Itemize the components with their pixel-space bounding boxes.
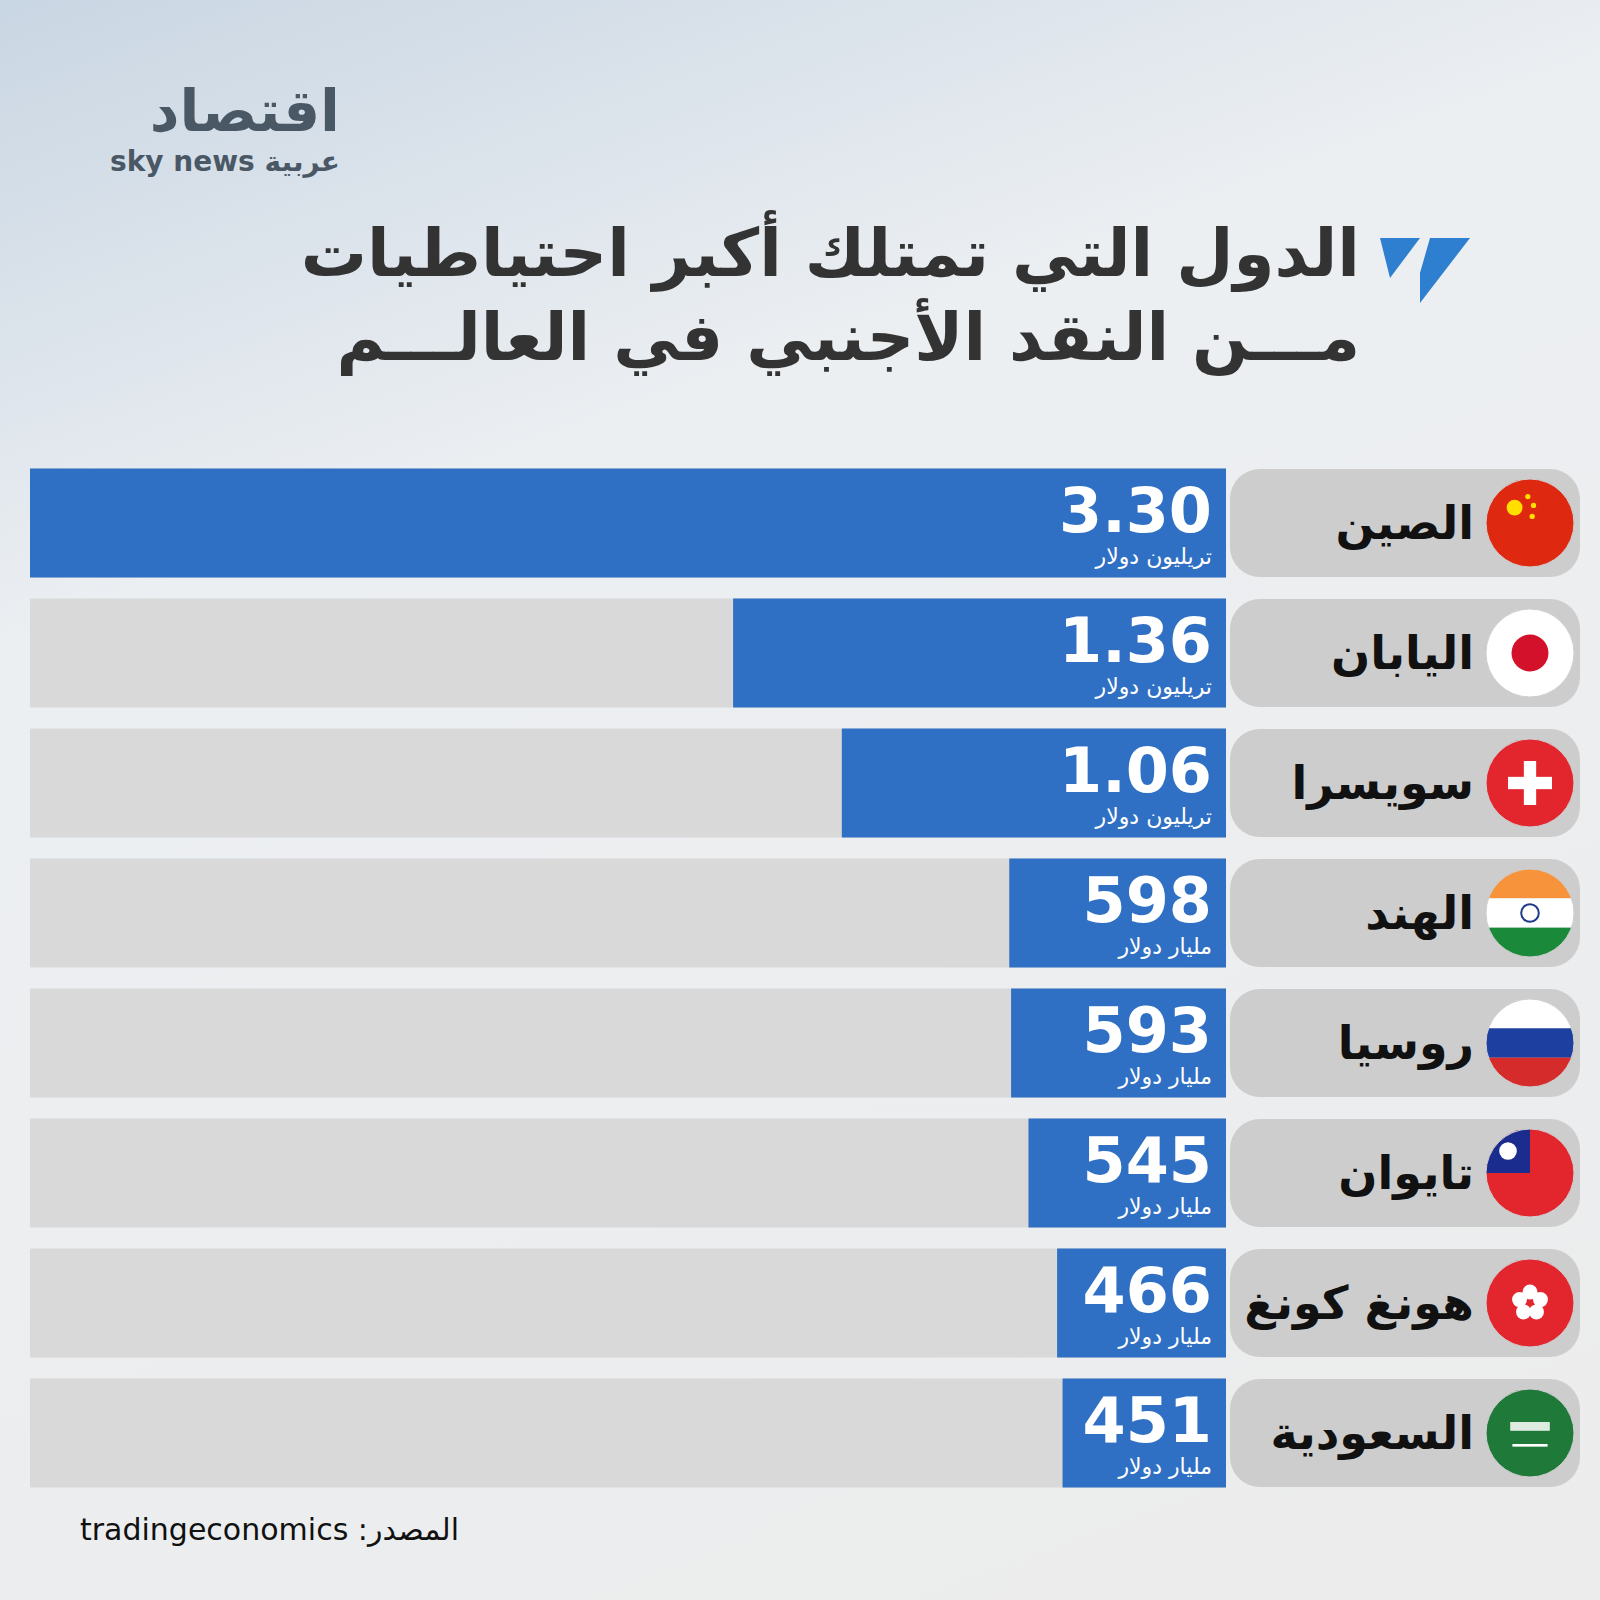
html-text:المصدر: tradingeconomics: المصدر: tradingeconomics: [80, 1512, 459, 1547]
svg-text:مليار دولار: مليار دولار: [1117, 934, 1212, 959]
svg-text:مليار دولار: مليار دولار: [1117, 1454, 1212, 1479]
svg-text:تايوان: تايوان: [1338, 1146, 1474, 1200]
svg-text:1.36: 1.36: [1059, 604, 1212, 677]
svg-text:466: 466: [1083, 1254, 1212, 1327]
svg-text:593: 593: [1083, 994, 1212, 1067]
svg-text:598: 598: [1083, 864, 1212, 937]
svg-text:3.30: 3.30: [1059, 474, 1212, 547]
svg-text:451: 451: [1083, 1384, 1212, 1457]
svg-text:الهند: الهند: [1365, 886, 1474, 940]
svg-text:مليار دولار: مليار دولار: [1117, 1064, 1212, 1089]
svg-text:545: 545: [1083, 1124, 1212, 1197]
svg-text:مليار دولار: مليار دولار: [1117, 1194, 1212, 1219]
svg-text:روسيا: روسيا: [1338, 1016, 1474, 1070]
svg-text:تريليون دولار: تريليون دولار: [1095, 674, 1212, 699]
html-text:اقتصاد: اقتصاد: [149, 77, 340, 145]
svg-text:السعودية: السعودية: [1271, 1406, 1474, 1460]
svg-text:اليابان: اليابان: [1331, 626, 1474, 680]
svg-text:تريليون دولار: تريليون دولار: [1095, 544, 1212, 569]
html-text:الدول التي تمتلك أكبر احتياطيا: الدول التي تمتلك أكبر احتياطيات مـــن ال…: [300, 215, 1360, 376]
svg-text:تريليون دولار: تريليون دولار: [1095, 804, 1212, 829]
svg-text:1.06: 1.06: [1059, 734, 1212, 807]
svg-text:سويسرا: سويسرا: [1291, 756, 1474, 810]
svg-text:هونغ كونغ: هونغ كونغ: [1244, 1276, 1474, 1330]
html-text:sky news عربية: sky news عربية: [110, 145, 340, 178]
svg-text:الصين: الصين: [1335, 496, 1474, 550]
svg-text:مليار دولار: مليار دولار: [1117, 1324, 1212, 1349]
